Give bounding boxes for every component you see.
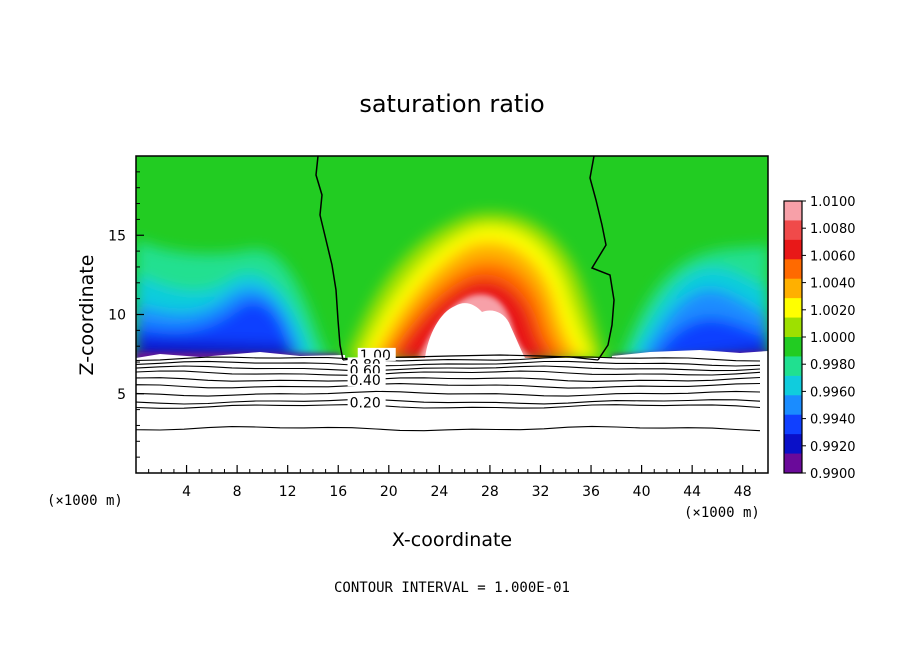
contour-interval-footer: CONTOUR INTERVAL = 1.000E-01 <box>334 580 570 596</box>
colorbar-swatch <box>784 259 802 280</box>
colorbar-swatch <box>784 395 802 416</box>
y-axis-label: Z-coordinate <box>76 255 98 376</box>
colorbar-label: 1.0060 <box>810 249 856 264</box>
chart-title: saturation ratio <box>359 90 544 118</box>
colorbar-label: 1.0080 <box>810 222 856 237</box>
heatmap-field <box>136 156 768 473</box>
x-tick-label: 12 <box>279 484 297 500</box>
contour-line <box>136 360 761 367</box>
colorbar-label: 1.0100 <box>810 195 856 210</box>
colorbar-label: 0.9960 <box>810 385 856 400</box>
colorbar-label: 1.0020 <box>810 304 856 319</box>
contour-line <box>136 425 761 432</box>
x-tick-label: 40 <box>633 484 651 500</box>
x-tick-label: 48 <box>734 484 752 500</box>
colorbar-swatch <box>784 453 802 474</box>
contour-label-bg <box>347 395 386 409</box>
colorbar-swatch <box>784 356 802 377</box>
colorbar-label: 1.0000 <box>810 331 856 346</box>
contour-label: 0.40 <box>350 373 381 389</box>
contour-line <box>136 390 761 397</box>
x-tick-label: 8 <box>233 484 242 500</box>
colorbar-swatch <box>784 239 802 260</box>
colorbar-label: 1.0040 <box>810 277 856 292</box>
colorbar-swatch <box>784 375 802 396</box>
colorbar-label: 0.9920 <box>810 440 856 455</box>
colorbar-label: 0.9900 <box>810 467 856 482</box>
colorbar-label: 0.9940 <box>810 413 856 428</box>
x-tick-label: 32 <box>532 484 550 500</box>
x-axis-label: X-coordinate <box>392 529 512 551</box>
contour-line <box>136 398 761 405</box>
contour-line <box>136 376 761 382</box>
colorbar-swatch <box>784 278 802 299</box>
y-tick-label: 10 <box>108 308 126 324</box>
x-tick-label: 20 <box>380 484 398 500</box>
x-tick-label: 4 <box>182 484 191 500</box>
colorbar-swatch <box>784 298 802 319</box>
y-tick-label: 5 <box>117 387 126 403</box>
x-tick-label: 44 <box>683 484 701 500</box>
x-unit-left: (×1000 m) <box>47 493 123 509</box>
y-tick-label: 15 <box>108 228 126 244</box>
colorbar-swatch <box>784 220 802 241</box>
contour-line <box>136 356 761 362</box>
colorbar-swatch <box>784 414 802 435</box>
colorbar-swatch <box>784 201 802 221</box>
x-tick-label: 16 <box>329 484 347 500</box>
contour-label: 0.20 <box>350 395 381 411</box>
colorbar-swatch <box>784 337 802 357</box>
colorbar-swatch <box>784 317 802 338</box>
x-tick-label: 28 <box>481 484 499 500</box>
contour-line-right <box>589 156 615 361</box>
contour-line-left <box>315 156 344 361</box>
contour-line <box>136 382 761 389</box>
contour-label-bg <box>347 373 386 387</box>
x-unit-right: (×1000 m) <box>684 505 760 521</box>
contour-line <box>136 404 761 409</box>
x-tick-label: 36 <box>582 484 600 500</box>
contour-line <box>136 370 761 376</box>
x-tick-label: 24 <box>430 484 448 500</box>
colorbar-label: 0.9980 <box>810 358 856 373</box>
colorbar-swatch <box>784 434 802 455</box>
contour-line <box>136 365 761 372</box>
